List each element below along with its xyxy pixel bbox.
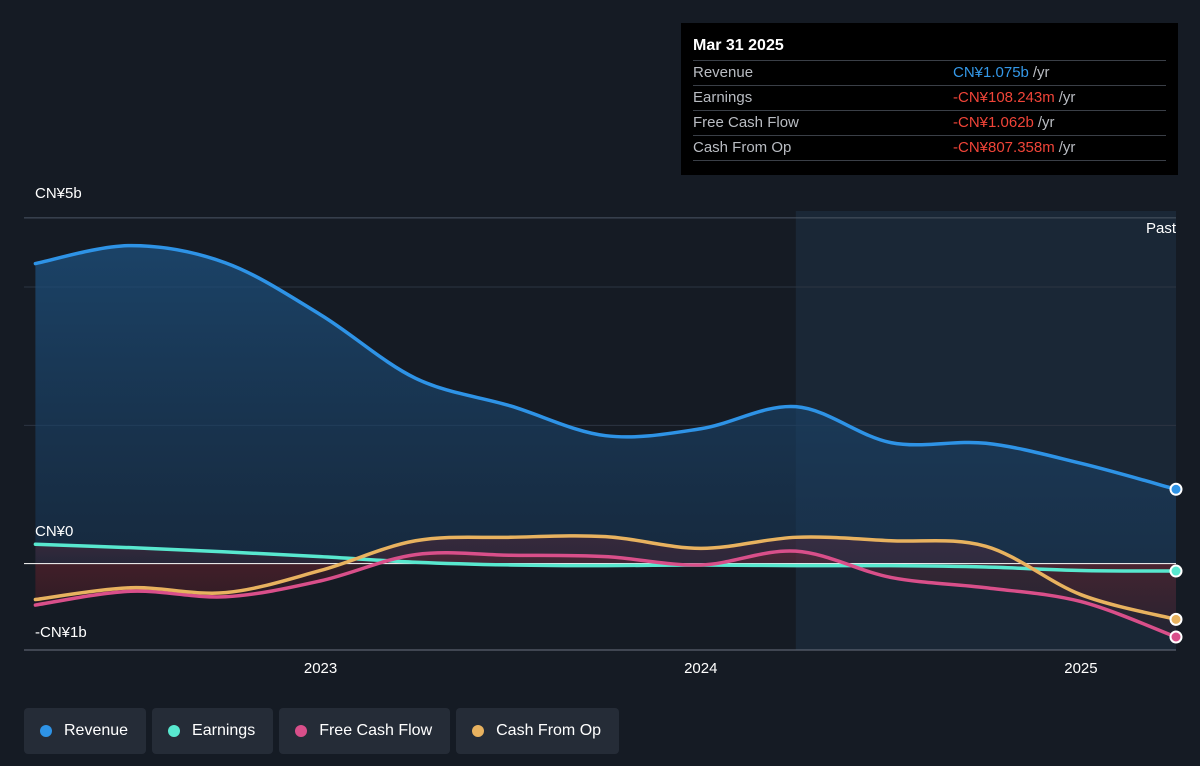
series-lines — [33, 243, 1178, 639]
tooltip-value: -CN¥1.062b — [953, 114, 1034, 131]
series-line-cash-from-op — [33, 534, 1178, 622]
series-line-revenue — [33, 243, 1178, 492]
x-tick-label-2023: 2023 — [303, 660, 338, 677]
tooltip-value: CN¥1.075b — [953, 64, 1029, 81]
y-tick-label-bottom: -CN¥1b — [35, 624, 87, 641]
series-line-earnings — [33, 542, 1178, 573]
legend-label: Revenue — [64, 722, 129, 739]
series-area-free-cash-flow — [35, 550, 1177, 638]
legend-label: Earnings — [192, 722, 256, 739]
series-area-revenue — [35, 245, 1177, 564]
tooltip-unit: /yr — [1058, 89, 1076, 106]
tooltip-label: Free Cash Flow — [693, 114, 799, 131]
endpoint-free-cash-flow — [1169, 630, 1183, 644]
tooltip-unit: /yr — [1037, 114, 1055, 131]
endpoint-earnings — [1169, 564, 1183, 578]
legend-item-cash-from-op[interactable]: Cash From Op — [456, 708, 620, 754]
value-tooltip: Mar 31 2025 Revenue CN¥1.075b /yr Earnin… — [681, 23, 1178, 175]
endpoint-revenue — [1169, 482, 1183, 496]
cash-from-op-dot-icon — [472, 725, 485, 737]
tooltip-unit: /yr — [1058, 139, 1076, 156]
legend-item-revenue[interactable]: Revenue — [24, 708, 147, 754]
tooltip-row-revenue: Revenue CN¥1.075b /yr — [693, 60, 1166, 85]
series-line-free-cash-flow — [33, 549, 1178, 639]
tooltip-value: -CN¥807.358m — [953, 139, 1055, 156]
x-tick-label-2024: 2024 — [684, 660, 718, 677]
chart-legend: Revenue Earnings Free Cash Flow Cash Fro… — [24, 708, 620, 754]
tooltip-row-free-cash-flow: Free Cash Flow -CN¥1.062b /yr — [693, 110, 1166, 135]
tooltip-label: Earnings — [693, 89, 753, 106]
tooltip-value: -CN¥108.243m — [953, 89, 1055, 106]
earnings-dot-icon — [168, 725, 181, 737]
free-cash-flow-dot-icon — [295, 725, 308, 737]
legend-label: Free Cash Flow — [319, 722, 433, 739]
legend-label: Cash From Op — [496, 722, 602, 739]
tooltip-row-cash-from-op: Cash From Op -CN¥807.358m /yr — [693, 135, 1166, 161]
tooltip-label: Revenue — [693, 64, 754, 81]
endpoint-cash-from-op — [1169, 612, 1183, 626]
legend-item-free-cash-flow[interactable]: Free Cash Flow — [279, 708, 451, 754]
revenue-dot-icon — [40, 725, 52, 737]
tooltip-date: Mar 31 2025 — [693, 37, 784, 54]
legend-item-earnings[interactable]: Earnings — [152, 708, 274, 754]
series-endpoints — [1169, 482, 1183, 644]
x-tick-label-2025: 2025 — [1064, 660, 1098, 677]
series-area-cash-from-op — [35, 535, 1177, 620]
tooltip-unit: /yr — [1032, 64, 1050, 81]
y-tick-label-zero: CN¥0 — [35, 523, 74, 540]
past-label: Past — [1145, 220, 1176, 237]
y-tick-label-top: CN¥5b — [35, 185, 82, 202]
tooltip-row-earnings: Earnings -CN¥108.243m /yr — [693, 85, 1166, 110]
tooltip-label: Cash From Op — [693, 139, 792, 156]
